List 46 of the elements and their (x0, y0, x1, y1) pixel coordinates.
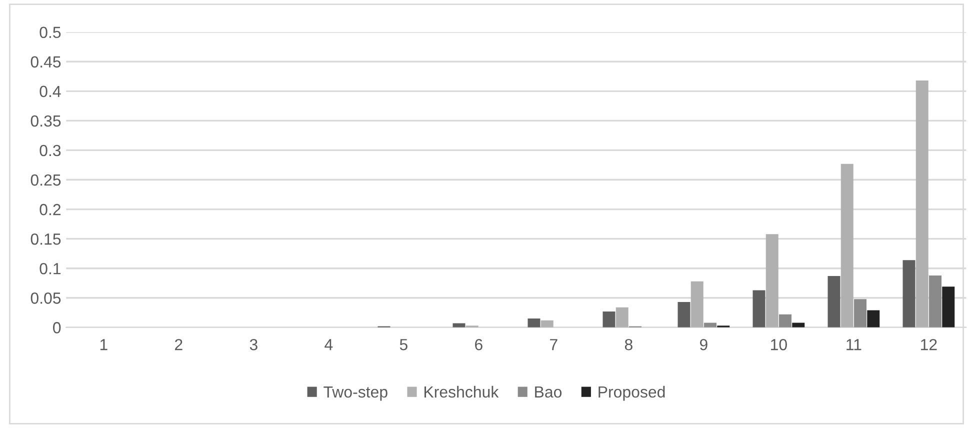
bar (528, 318, 540, 328)
bar (678, 302, 690, 328)
y-tick-label: 0.35 (30, 115, 61, 127)
bar (616, 307, 628, 328)
bar (867, 310, 880, 328)
legend-label: Proposed (598, 386, 665, 401)
x-tick-label: 7 (550, 339, 558, 350)
y-tick-label: 0.2 (40, 204, 61, 216)
bar (942, 286, 955, 328)
bar (766, 234, 778, 328)
bar (752, 290, 766, 328)
bar (828, 276, 840, 328)
y-tick-label: 0.4 (40, 86, 61, 98)
bar (540, 320, 554, 328)
y-tick-label: 0.5 (40, 26, 61, 38)
y-tick-label: 0.05 (30, 292, 61, 304)
bar (902, 260, 916, 328)
bar (916, 80, 928, 328)
x-tick-label: 11 (846, 339, 862, 350)
bar (854, 299, 866, 328)
legend-label: Kreshchuk (424, 386, 499, 398)
y-tick-label: 0.15 (30, 233, 61, 245)
bar (929, 275, 942, 328)
x-tick-label: 5 (400, 339, 408, 350)
y-tick-label: 0.3 (40, 144, 61, 156)
x-tick-label: 4 (324, 339, 333, 350)
bar (792, 322, 805, 328)
y-tick-label: 0.25 (30, 174, 61, 186)
x-tick-label: 6 (475, 338, 482, 350)
legend-label: Bao (535, 386, 562, 398)
bar (840, 164, 854, 328)
bar (704, 322, 716, 328)
bar (602, 311, 616, 328)
x-tick-label: 2 (175, 338, 182, 350)
x-tick-label: 9 (700, 338, 708, 350)
x-tick-label: 1 (100, 339, 108, 350)
x-tick-label: 3 (250, 338, 258, 350)
bar (778, 314, 792, 328)
x-tick-label: 8 (624, 338, 632, 350)
y-tick-label: 0.45 (30, 56, 61, 68)
y-tick-label: 0.1 (40, 262, 61, 274)
x-tick-label: 10 (771, 338, 787, 350)
x-tick-label: 12 (921, 338, 937, 350)
legend-label: Two-step (324, 386, 388, 401)
y-tick-label: 0 (53, 322, 61, 334)
bar (690, 281, 704, 328)
